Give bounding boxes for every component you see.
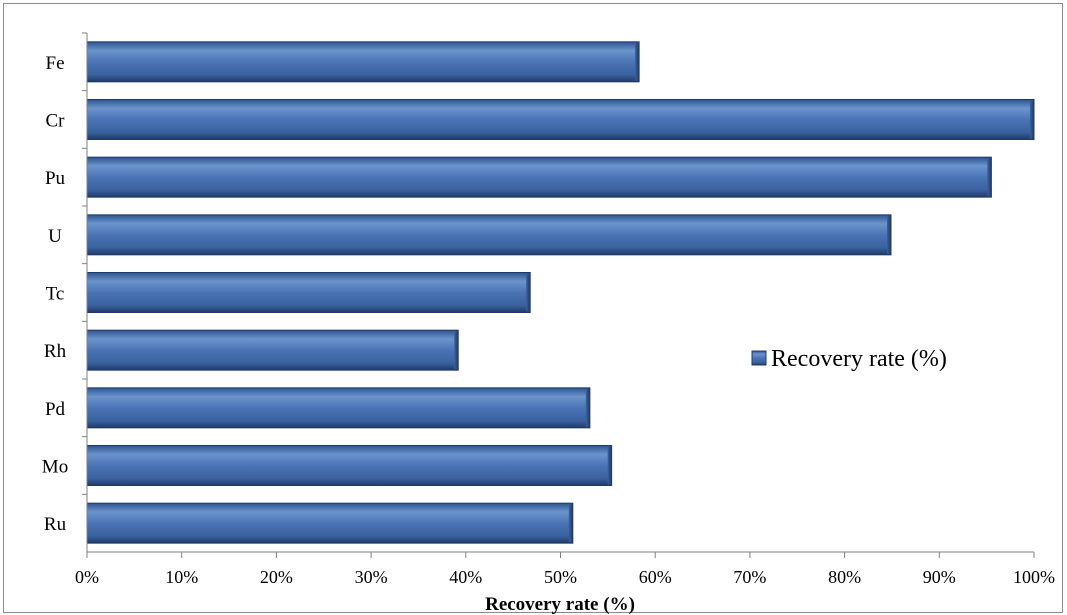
x-tick-label: 70% (733, 567, 766, 587)
bar-rh (86, 329, 459, 371)
bar-ru (86, 502, 574, 544)
category-label-fe: Fe (46, 53, 65, 74)
category-label-u: U (48, 226, 62, 247)
x-tick-label: 10% (165, 567, 198, 587)
bar-cr (86, 99, 1035, 140)
bar-ru-end (568, 504, 573, 543)
x-tick-label: 60% (639, 567, 672, 587)
bar-fe-body (86, 41, 640, 83)
x-tick-label: 50% (544, 567, 577, 587)
bar-u-end (887, 215, 892, 254)
x-axis-title: Recovery rate (%) (485, 594, 635, 615)
bar-tc-body (86, 272, 531, 313)
category-label-mo: Mo (42, 457, 68, 478)
category-label-pd: Pd (45, 399, 66, 420)
bar-rh-end (454, 331, 459, 370)
bar-ru-body (86, 502, 574, 544)
bar-pd-end (585, 388, 590, 427)
x-tick-label: 20% (260, 567, 293, 587)
x-tick-label: 0% (75, 567, 99, 587)
x-tick-label: 80% (828, 567, 861, 587)
legend-swatch (751, 350, 767, 366)
bar-cr-end (1030, 100, 1034, 139)
bar-mo-end (607, 446, 612, 485)
category-label-pu: Pu (45, 168, 66, 189)
bars-layer (86, 41, 1035, 544)
category-label-tc: Tc (46, 284, 65, 305)
bar-u-body (86, 214, 892, 256)
bar-mo (86, 445, 613, 486)
category-label-ru: Ru (44, 514, 67, 535)
bar-pd-body (86, 387, 591, 429)
legend: Recovery rate (%) (751, 346, 947, 372)
bar-tc-end (526, 273, 531, 312)
axis-layer: Ru Mo Pd Rh Tc U Pu Cr Fe 0% 10% 20% 30% 40% 50% 60% 70%… (42, 32, 1055, 587)
bar-pu-body (86, 156, 992, 198)
legend-label: Recovery rate (%) (771, 346, 947, 372)
bar-fe (86, 41, 640, 83)
x-tick-label: 40% (449, 567, 482, 587)
bar-pd (86, 387, 591, 429)
bar-cr-body (86, 99, 1035, 140)
x-tick-label: 100% (1013, 567, 1055, 587)
bar-rh-body (86, 329, 459, 371)
bar-u (86, 214, 892, 256)
bar-pu-end (987, 158, 992, 197)
bar-mo-body (86, 445, 613, 486)
category-label-rh: Rh (44, 341, 67, 362)
bar-pu (86, 156, 992, 198)
bar-fe-end (635, 42, 640, 81)
bar-tc (86, 272, 531, 313)
x-tick-label: 90% (923, 567, 956, 587)
category-label-cr: Cr (46, 111, 66, 132)
x-tick-label: 30% (355, 567, 388, 587)
